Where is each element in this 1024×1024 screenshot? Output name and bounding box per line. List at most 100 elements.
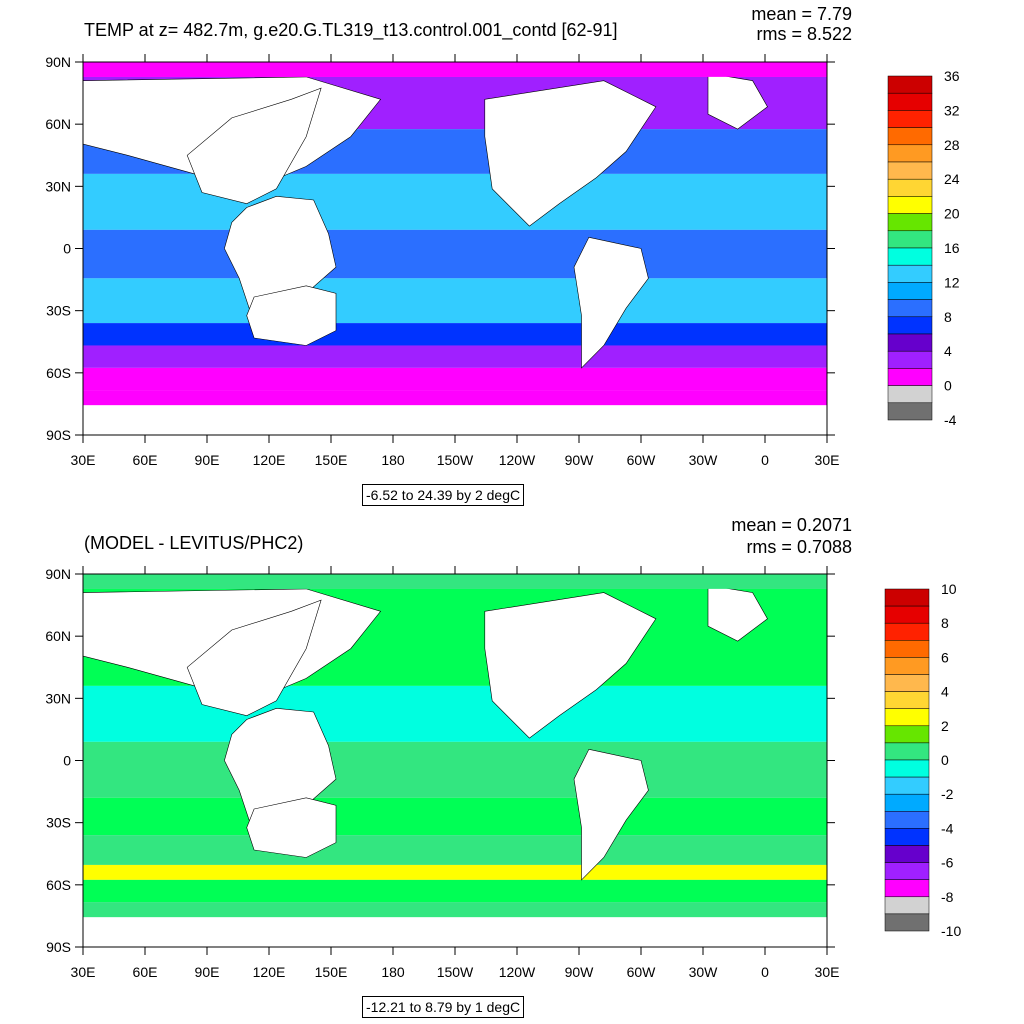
lat-label: 90S [46, 427, 71, 443]
colorbar-swatch [884, 657, 930, 675]
lon-label: 60E [133, 964, 158, 980]
colorbar-swatch [887, 350, 933, 369]
lat-label: 60N [45, 116, 71, 132]
colorbar-swatch [887, 368, 933, 386]
panel1-range-note: -6.52 to 24.39 by 2 degC [362, 484, 525, 506]
colorbar-swatch [884, 913, 930, 932]
colorbar-2: 10 8 6 4 2 0 -2 -4 -6 -8 -10 [884, 581, 961, 939]
colorbar-label: -10 [941, 923, 961, 939]
lon-label: 180 [381, 452, 405, 468]
ocean-band [83, 864, 827, 880]
panel2-title: (MODEL - LEVITUS/PHC2) [84, 533, 304, 553]
colorbar-swatch [884, 793, 930, 812]
colorbar-label: 2 [941, 718, 949, 734]
colorbar-swatch [884, 691, 930, 709]
colorbar-swatch [887, 385, 933, 404]
lon-label: 0 [761, 964, 769, 980]
colorbar-label: 24 [944, 171, 960, 187]
colorbar-swatch [884, 674, 930, 692]
ocean-band [83, 278, 827, 324]
colorbar-swatch [887, 178, 933, 197]
colorbar-swatch [887, 282, 933, 300]
colorbar-label: -2 [941, 786, 954, 802]
ocean-band [83, 685, 827, 742]
ocean-band [83, 797, 827, 836]
lon-label: 60W [627, 452, 657, 468]
colorbar-label: 0 [944, 378, 952, 394]
colorbar-swatch [887, 127, 933, 146]
ocean-band [83, 173, 827, 230]
landmass [246, 797, 337, 858]
colorbar-swatch [884, 845, 930, 863]
lon-label: 150W [437, 452, 474, 468]
lon-label: 90W [565, 964, 595, 980]
colorbar-swatch [884, 896, 930, 915]
panel1-rms: rms = 8.522 [756, 24, 852, 44]
colorbar-label: -4 [941, 820, 954, 836]
colorbar-swatch [884, 759, 930, 778]
colorbar-label: 8 [944, 309, 952, 325]
ocean-band [83, 345, 827, 368]
panel1-mean: mean = 7.79 [751, 4, 852, 24]
colorbar-swatch [887, 402, 933, 421]
colorbar-label: 8 [941, 615, 949, 631]
antarctica-land [83, 405, 827, 435]
lat-label: 60N [45, 628, 71, 644]
panel2-rms: rms = 0.7088 [746, 537, 852, 557]
colorbar-label: 32 [944, 102, 960, 118]
panel1-title: TEMP at z= 482.7m, g.e20.G.TL319_t13.con… [84, 20, 618, 40]
colorbar-swatch [884, 742, 930, 761]
ocean-band [83, 323, 827, 346]
landmass [707, 72, 768, 130]
landmass [573, 748, 649, 881]
lat-label: 0 [63, 241, 71, 257]
lon-label: 180 [381, 964, 405, 980]
landmass [707, 584, 768, 642]
lon-label: 90W [565, 452, 595, 468]
colorbar-swatch [884, 640, 930, 658]
landmass [484, 592, 657, 739]
colorbar-swatch [887, 213, 933, 232]
colorbar-label: 4 [941, 684, 949, 700]
lat-label: 30N [45, 690, 71, 706]
colorbar-1: 36 32 28 24 20 16 12 8 4 0 -4 [887, 68, 960, 428]
lon-label: 90E [195, 452, 220, 468]
ocean-band [83, 835, 827, 865]
landmass [83, 574, 827, 589]
colorbar-swatch [884, 708, 930, 727]
ocean-band [83, 229, 827, 279]
lon-label: 30W [689, 964, 719, 980]
lon-label: 90E [195, 964, 220, 980]
ocean-band [83, 741, 827, 798]
lat-label: 90S [46, 939, 71, 955]
colorbar-swatch [887, 75, 933, 94]
colorbar-swatch [884, 588, 930, 607]
landmass [484, 80, 657, 227]
lat-label: 0 [63, 753, 71, 769]
colorbar-swatch [887, 161, 933, 180]
colorbar-swatch [884, 776, 930, 795]
ocean-band [83, 367, 827, 391]
colorbar-swatch [884, 605, 930, 624]
colorbar-swatch [887, 110, 933, 128]
lon-label: 120W [499, 452, 536, 468]
colorbar-swatch [887, 316, 933, 335]
colorbar-label: 28 [944, 137, 960, 153]
lon-label: 30E [815, 964, 840, 980]
lon-label: 150W [437, 964, 474, 980]
colorbar-swatch [884, 879, 930, 898]
colorbar-swatch [887, 230, 933, 249]
panel2-mean: mean = 0.2071 [731, 515, 852, 535]
colorbar-label: 0 [941, 752, 949, 768]
colorbar-label: 20 [944, 206, 960, 222]
lat-label: 90N [45, 54, 71, 70]
colorbar-label: 36 [944, 68, 960, 84]
antarctica-land [83, 917, 827, 947]
colorbar-swatch [884, 811, 930, 829]
lon-label: 150E [315, 452, 348, 468]
lat-label: 30S [46, 303, 71, 319]
lat-label: 30N [45, 178, 71, 194]
lon-label: 120W [499, 964, 536, 980]
